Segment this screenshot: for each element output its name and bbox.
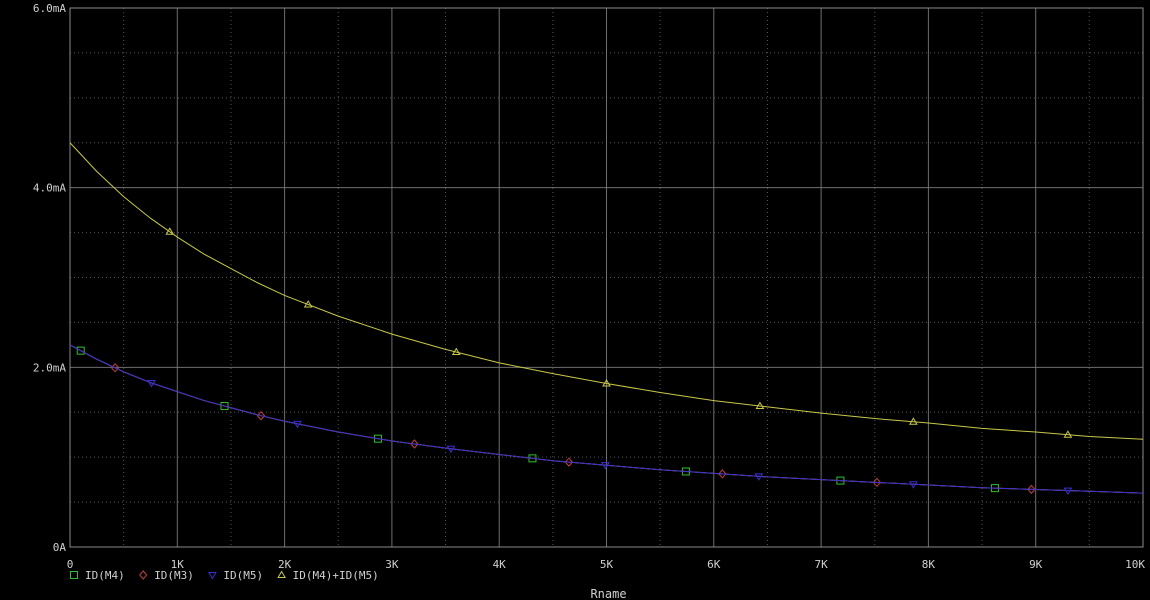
series-id-m4-id-m5 xyxy=(69,142,1144,440)
x-axis-label: Rname xyxy=(590,587,626,600)
y-axis-ticks: 0A 2.0mA 4.0mA 6.0mA xyxy=(33,2,66,554)
legend-marker-id-m4-id-m5 xyxy=(277,570,286,578)
point-id-m4-id-m5 xyxy=(755,401,765,409)
point-id-m4-id-m5 xyxy=(451,347,461,356)
x-tick-label: 9K xyxy=(1029,558,1043,571)
legend: ID(M4) ID(M3) ID(M5) ID(M4)+ID(M5) xyxy=(70,569,379,582)
x-tick-label: 3K xyxy=(385,558,399,571)
point-id-m3 xyxy=(410,439,419,449)
legend-label-id-m4-id-m5: ID(M4)+ID(M5) xyxy=(293,569,379,582)
point-id-m3 xyxy=(256,410,266,421)
point-id-m5 xyxy=(1063,487,1073,496)
point-id-m3 xyxy=(872,477,882,488)
series-line-id-m4-id-m5 xyxy=(69,142,1144,440)
legend-marker-id-m4 xyxy=(70,571,78,579)
point-id-m5 xyxy=(147,379,156,388)
x-tick-label: 10K xyxy=(1125,558,1145,571)
series-id-m5 xyxy=(69,344,1144,496)
x-tick-label: 8K xyxy=(922,558,936,571)
point-id-m4-id-m5 xyxy=(909,417,918,425)
point-id-m5 xyxy=(601,462,610,470)
x-tick-label: 0 xyxy=(67,558,74,571)
point-id-m3 xyxy=(718,469,727,479)
legend-marker-id-m5 xyxy=(208,572,217,580)
y-tick-label: 4.0mA xyxy=(33,182,66,195)
y-tick-label: 2.0mA xyxy=(33,361,66,374)
point-id-m4-id-m5 xyxy=(303,300,313,308)
legend-label-id-m5: ID(M5) xyxy=(223,569,263,582)
point-id-m4-id-m5 xyxy=(165,227,175,235)
x-tick-label: 4K xyxy=(493,558,507,571)
point-id-m4-id-m5 xyxy=(602,379,611,387)
x-tick-label: 5K xyxy=(600,558,614,571)
series-layer xyxy=(69,142,1144,496)
x-tick-label: 1K xyxy=(171,558,185,571)
point-id-m3 xyxy=(564,457,574,467)
point-id-m5 xyxy=(293,420,302,429)
x-tick-label: 7K xyxy=(814,558,828,571)
point-id-m4 xyxy=(220,402,229,411)
point-id-m5 xyxy=(446,445,456,454)
x-tick-label: 6K xyxy=(707,558,721,571)
legend-label-id-m3: ID(M3) xyxy=(154,569,194,582)
x-tick-label: 2K xyxy=(278,558,292,571)
point-id-m5 xyxy=(909,481,918,489)
series-line-id-m5 xyxy=(69,344,1144,494)
point-id-m5 xyxy=(754,473,764,481)
point-id-m4-id-m5 xyxy=(1063,430,1073,438)
plot-frame xyxy=(69,7,1144,548)
point-id-m4 xyxy=(76,346,85,355)
y-tick-label: 0A xyxy=(53,541,67,554)
legend-label-id-m4: ID(M4) xyxy=(85,569,125,582)
point-id-m3 xyxy=(1027,484,1036,495)
x-axis-ticks: 0 1K 2K 3K 4K 5K 6K 7K 8K 9K 10K xyxy=(67,558,1146,571)
grid xyxy=(70,8,1143,547)
point-id-m4 xyxy=(373,434,382,443)
legend-marker-id-m3 xyxy=(139,570,148,580)
y-tick-label: 6.0mA xyxy=(33,2,66,15)
